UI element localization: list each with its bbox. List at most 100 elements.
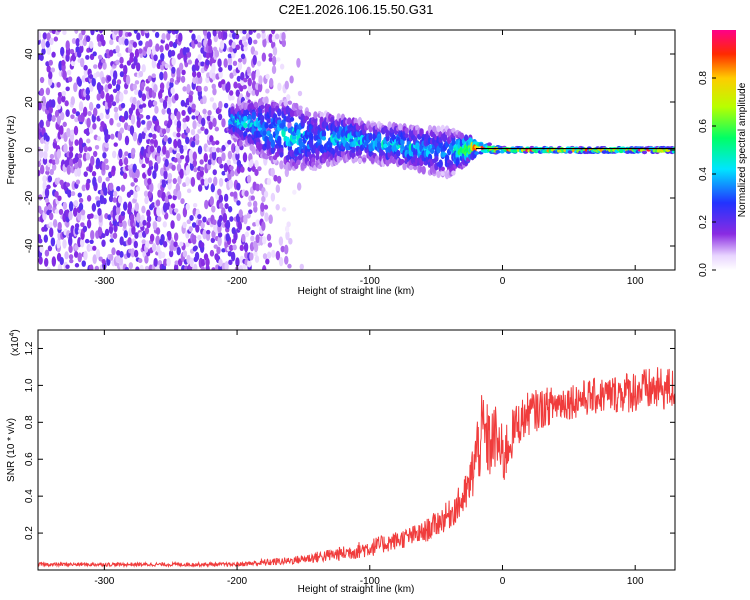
noise-pixel xyxy=(98,256,103,262)
signal-pixel xyxy=(463,134,469,142)
signal-pixel xyxy=(440,171,445,177)
noise-pixel xyxy=(152,170,157,180)
y-tick-label: 0.4 xyxy=(24,489,35,503)
noise-pixel xyxy=(284,80,289,90)
colorbar-ticks: 0.0 0.2 0.4 0.6 0.8 xyxy=(698,71,716,277)
noise-pixel xyxy=(289,75,294,84)
noise-pixel xyxy=(79,44,84,54)
spectrogram-frame xyxy=(37,29,676,271)
noise-pixel xyxy=(207,38,212,47)
noise-pixel xyxy=(260,202,265,213)
noise-pixel xyxy=(246,225,251,231)
noise-pixel xyxy=(188,93,193,103)
noise-pixel xyxy=(286,221,291,228)
noise-pixel xyxy=(204,178,209,187)
noise-pixel xyxy=(253,39,258,45)
noise-pixel xyxy=(141,205,146,214)
noise-pixel xyxy=(146,46,152,56)
noise-pixel xyxy=(221,248,226,253)
noise-pixel xyxy=(194,110,200,116)
noise-pixel xyxy=(231,153,237,162)
noise-pixel xyxy=(197,85,202,93)
signal-pixel xyxy=(412,164,418,171)
noise-pixel xyxy=(148,39,153,48)
noise-pixel xyxy=(132,163,137,173)
noise-pixel xyxy=(99,112,104,120)
noise-pixel xyxy=(84,238,90,244)
noise-pixel xyxy=(87,111,92,117)
noise-pixel xyxy=(136,32,141,41)
noise-pixel xyxy=(47,203,53,211)
y-tick-label: 0.2 xyxy=(24,526,35,540)
noise-pixel xyxy=(193,263,198,270)
noise-pixel xyxy=(182,122,187,130)
noise-pixel xyxy=(170,112,175,121)
noise-pixel xyxy=(123,64,128,75)
noise-pixel xyxy=(238,265,244,270)
noise-pixel xyxy=(61,94,66,103)
signal-pixel xyxy=(262,130,267,136)
noise-pixel xyxy=(275,250,281,261)
noise-pixel xyxy=(244,231,250,238)
noise-pixel xyxy=(186,188,192,194)
noise-pixel xyxy=(64,251,69,260)
noise-pixel xyxy=(118,30,123,38)
signal-pixel xyxy=(321,136,327,141)
noise-pixel xyxy=(62,239,67,249)
snr-x-label: Height of straight line (km) xyxy=(298,584,415,595)
colorbar-gradient xyxy=(712,30,736,270)
noise-pixel xyxy=(173,241,178,248)
noise-pixel xyxy=(88,74,94,79)
noise-pixel xyxy=(217,235,222,247)
noise-pixel xyxy=(107,214,112,221)
noise-pixel xyxy=(174,208,179,213)
noise-pixel xyxy=(171,66,176,74)
noise-pixel xyxy=(267,242,273,248)
noise-pixel xyxy=(270,192,276,202)
noise-pixel xyxy=(91,77,96,87)
spectrogram-x-label: Height of straight line (km) xyxy=(298,286,415,297)
noise-pixel xyxy=(265,73,270,80)
noise-pixel xyxy=(43,150,48,160)
noise-pixel xyxy=(145,115,151,120)
noise-pixel xyxy=(212,102,217,111)
x-tick-label: -100 xyxy=(360,276,380,287)
colorbar-tick-label: 0.6 xyxy=(698,119,709,133)
noise-pixel xyxy=(195,224,200,233)
noise-pixel xyxy=(218,214,224,222)
noise-pixel xyxy=(56,115,62,125)
noise-pixel xyxy=(168,40,174,48)
noise-pixel xyxy=(217,58,222,68)
noise-pixel xyxy=(241,36,247,42)
signal-pixel xyxy=(436,125,441,133)
signal-pixel xyxy=(567,150,573,154)
noise-pixel xyxy=(238,39,244,46)
noise-pixel xyxy=(179,144,184,154)
noise-pixel xyxy=(252,200,258,208)
noise-pixel xyxy=(261,30,266,34)
noise-pixel xyxy=(182,221,187,229)
noise-pixel xyxy=(124,151,129,157)
noise-pixel xyxy=(94,30,99,33)
figure-title: C2E1.2026.106.15.50.G31 xyxy=(279,2,434,17)
signal-pixel xyxy=(383,143,388,149)
noise-pixel xyxy=(168,249,174,258)
noise-pixel xyxy=(70,96,75,106)
snr-y-label: SNR (10 * v/v) xyxy=(6,418,17,482)
noise-pixel xyxy=(171,57,176,66)
noise-pixel xyxy=(119,236,124,246)
noise-pixel xyxy=(242,152,248,163)
noise-pixel xyxy=(69,158,74,167)
noise-pixel xyxy=(218,258,223,267)
noise-pixel xyxy=(92,51,97,57)
noise-pixel xyxy=(46,266,51,270)
snr-multiplier-exp: 4 xyxy=(9,333,16,337)
noise-pixel xyxy=(172,177,177,185)
noise-pixel xyxy=(160,53,165,61)
noise-pixel xyxy=(182,250,188,258)
noise-pixel xyxy=(146,209,151,218)
noise-pixel xyxy=(100,58,106,64)
noise-pixel xyxy=(44,187,50,198)
